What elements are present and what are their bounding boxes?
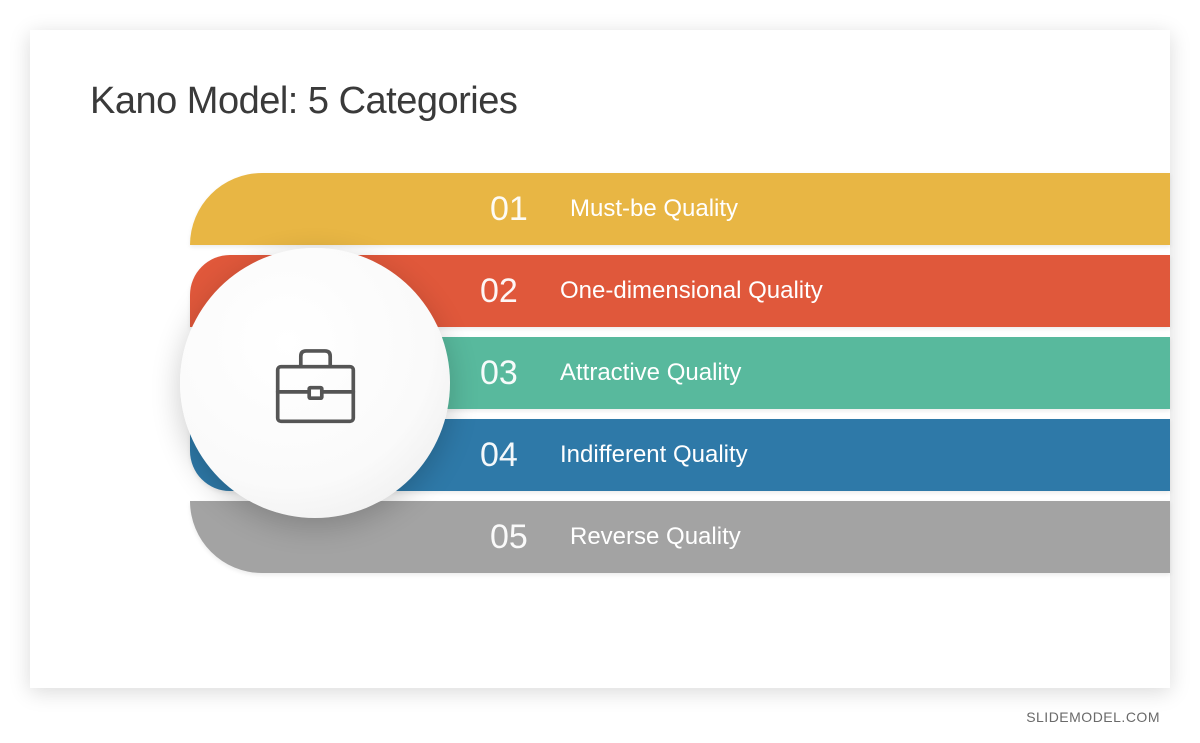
briefcase-icon	[263, 331, 368, 436]
bar-number: 05	[490, 518, 540, 557]
bar-label: Reverse Quality	[570, 523, 741, 551]
bar-label: Attractive Quality	[560, 359, 741, 387]
center-circle	[180, 248, 450, 518]
slide-container: Kano Model: 5 Categories 01 Must-be Qual…	[30, 30, 1170, 688]
bar-number: 03	[480, 354, 530, 393]
bar-number: 01	[490, 190, 540, 229]
bar-label: One-dimensional Quality	[560, 277, 823, 305]
bar-label: Indifferent Quality	[560, 441, 748, 469]
kano-infographic: 01 Must-be Quality 02 One-dimensional Qu…	[190, 173, 1170, 613]
footer-text: SLIDEMODEL.COM	[1026, 709, 1160, 725]
bar-number: 04	[480, 436, 530, 475]
slide-title: Kano Model: 5 Categories	[90, 80, 1170, 123]
bar-item: 01 Must-be Quality	[190, 173, 1170, 245]
bar-number: 02	[480, 272, 530, 311]
bar-label: Must-be Quality	[570, 195, 738, 223]
